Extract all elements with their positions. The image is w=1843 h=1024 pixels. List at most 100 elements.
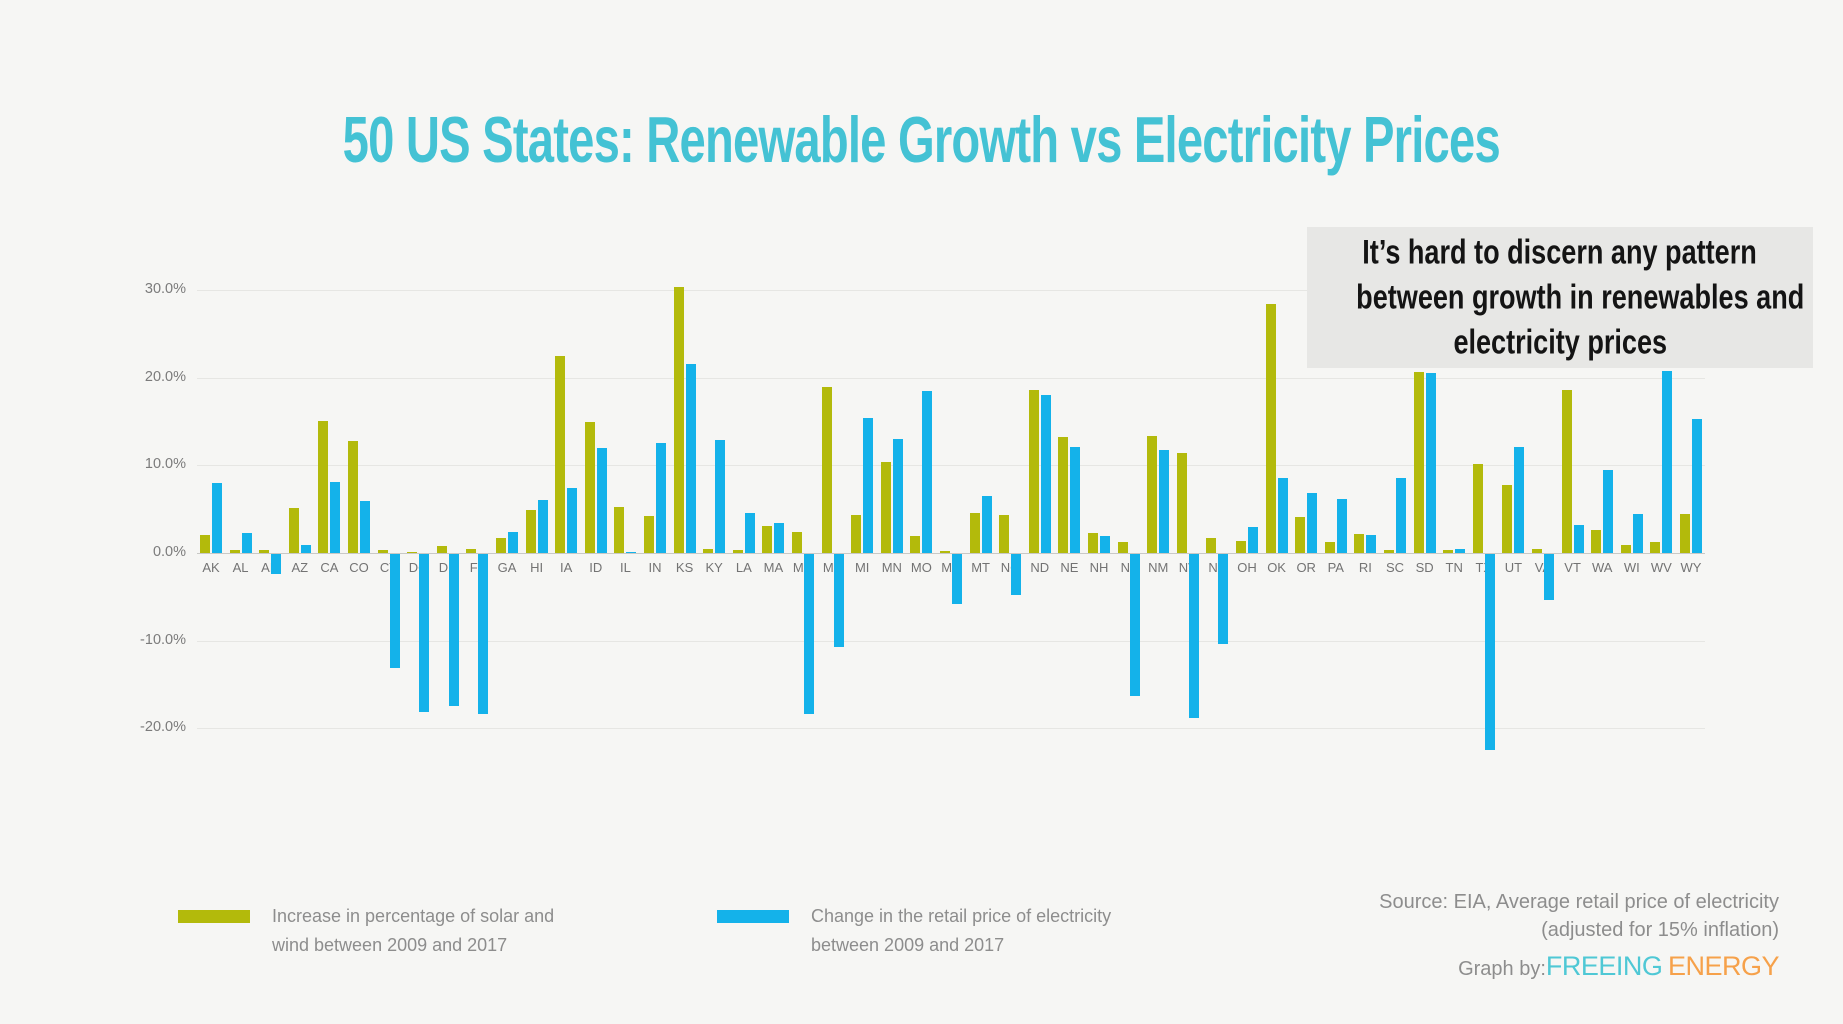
bar-AL-price — [241, 532, 252, 553]
source-line-1: Source: EIA, Average retail price of ele… — [1379, 891, 1779, 913]
legend-item-price: Change in the retail price of electricit… — [717, 902, 1163, 960]
x-axis-tick-SD: SD — [1415, 560, 1434, 575]
annotation-line-1: It’s hard to discern any pattern — [1362, 232, 1758, 271]
bar-GA-solar — [496, 538, 506, 553]
bar-CT-solar — [377, 550, 388, 553]
x-axis-tick-KS: KS — [675, 560, 694, 575]
graph-by-label: Graph by: — [1458, 957, 1546, 980]
x-axis-tick-OH: OH — [1237, 560, 1257, 575]
bar-WV-price — [1662, 371, 1673, 553]
bar-PA-solar — [1324, 542, 1335, 553]
bar-ID-solar — [584, 422, 595, 553]
bar-WI-solar — [1620, 545, 1631, 553]
bar-AK-price — [212, 482, 222, 553]
x-axis-tick-SC: SC — [1385, 560, 1405, 575]
page-title-text: 50 US States: Renewable Growth vs Electr… — [342, 103, 1501, 177]
bar-UT-solar — [1502, 485, 1513, 553]
x-axis-tick-NJ: NJ — [1120, 560, 1137, 575]
bar-DE-solar — [436, 545, 447, 553]
bar-MS-solar — [940, 551, 950, 553]
bar-ND-solar — [1028, 389, 1039, 553]
bar-KY-solar — [703, 549, 714, 553]
bar-NH-solar — [1088, 532, 1098, 553]
y-axis-tick: -20.0% — [140, 719, 186, 736]
x-axis-tick-IA: IA — [560, 560, 573, 575]
bar-VT-solar — [1561, 389, 1572, 553]
bar-VA-solar — [1532, 548, 1542, 553]
y-axis-tick: 20.0% — [144, 368, 186, 385]
bar-KY-price — [715, 439, 726, 553]
bar-NM-price — [1159, 449, 1170, 553]
bar-OR-solar — [1295, 517, 1306, 553]
bar-CA-solar — [318, 421, 329, 553]
bar-NE-solar — [1058, 437, 1069, 553]
bar-NV-price — [1188, 554, 1199, 718]
x-axis-tick-NH: NH — [1089, 560, 1109, 575]
bar-CT-price — [389, 554, 400, 668]
bar-NM-solar — [1147, 436, 1158, 553]
bar-GA-price — [508, 531, 518, 553]
bar-MI-solar — [851, 515, 862, 553]
bar-MO-price — [922, 390, 933, 553]
x-axis-tick-TN: TN — [1445, 560, 1463, 575]
legend-label-price: Change in the retail price of electricit… — [811, 906, 1112, 955]
x-axis-tick-NV: NV — [1178, 560, 1197, 575]
bar-TX-solar — [1472, 463, 1483, 553]
bar-SC-price — [1396, 478, 1406, 553]
bar-WY-solar — [1680, 513, 1690, 553]
legend-label-solar: Increase in percentage of solar and wind… — [272, 906, 555, 955]
x-axis-tick-UT: UT — [1504, 560, 1523, 575]
x-axis-tick-WY: WY — [1680, 560, 1702, 575]
bar-FL-price — [478, 554, 489, 714]
bar-NV-solar — [1176, 453, 1187, 553]
bar-CA-price — [330, 481, 341, 553]
y-axis-tick: 30.0% — [144, 280, 186, 297]
bar-MS-price — [952, 554, 962, 604]
gridline — [197, 377, 1705, 379]
x-axis-tick-WI: WI — [1623, 560, 1640, 575]
bar-OH-price — [1248, 526, 1258, 553]
bar-MI-price — [863, 417, 874, 553]
x-axis-tick-MN: MN — [881, 560, 902, 575]
bar-NJ-price — [1129, 554, 1140, 697]
bar-UT-price — [1514, 446, 1525, 553]
bar-WA-price — [1603, 469, 1614, 553]
bar-HI-price — [537, 500, 548, 553]
x-axis-tick-OK: OK — [1267, 560, 1286, 575]
x-axis-tick-GA: GA — [497, 560, 517, 575]
bar-AL-solar — [229, 550, 240, 553]
annotation-line-2: between growth in renewables and — [1356, 277, 1805, 316]
bar-DE-price — [448, 554, 459, 706]
x-axis-tick-MT: MT — [971, 560, 990, 575]
x-axis-tick-AK: AK — [202, 560, 220, 575]
source-block: Source: EIA, Average retail price of ele… — [1019, 888, 1779, 985]
x-axis-tick-FL: FL — [469, 560, 485, 575]
y-axis-tick: 10.0% — [144, 456, 186, 473]
bar-WY-price — [1692, 418, 1702, 553]
gridline — [197, 728, 1705, 730]
bar-IA-solar — [555, 355, 566, 553]
bar-MA-solar — [762, 525, 773, 553]
x-axis-tick-AL: AL — [232, 560, 249, 575]
x-axis-tick-RI: RI — [1358, 560, 1372, 575]
bar-ND-price — [1040, 395, 1051, 553]
x-axis-tick-LA: LA — [735, 560, 752, 575]
x-axis-tick-NM: NM — [1148, 560, 1169, 575]
bar-MN-solar — [880, 461, 891, 553]
bar-RI-price — [1366, 534, 1377, 553]
bar-AZ-price — [300, 545, 311, 553]
bar-TX-price — [1484, 554, 1495, 750]
bar-DC-price — [419, 554, 430, 712]
bar-WI-price — [1632, 513, 1643, 553]
bar-MA-price — [774, 523, 785, 553]
bar-OK-solar — [1265, 303, 1276, 553]
x-axis-tick-IN: IN — [648, 560, 662, 575]
x-axis-tick-HI: HI — [530, 560, 544, 575]
bar-NC-solar — [999, 515, 1010, 553]
bar-AZ-solar — [288, 508, 299, 553]
bar-ME-price — [833, 554, 844, 647]
bar-CO-solar — [348, 440, 358, 553]
x-axis-tick-NE: NE — [1060, 560, 1079, 575]
bar-AR-solar — [259, 550, 270, 553]
